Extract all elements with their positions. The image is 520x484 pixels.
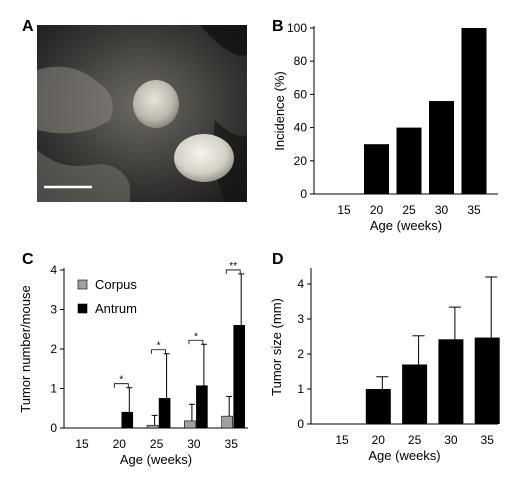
y-tick-label: 1	[50, 382, 57, 396]
bar-35	[461, 28, 487, 194]
x-tick-label: 20	[370, 203, 384, 217]
bar-antrum-25	[158, 398, 171, 429]
x-axis-title: Age (weeks)	[368, 448, 440, 463]
significance-mark: *	[157, 341, 161, 352]
x-tick-label: 35	[467, 203, 481, 217]
x-tick-label: 35	[225, 437, 239, 451]
panel-label-a: A	[22, 18, 34, 35]
legend-label-antrum: Antrum	[95, 301, 137, 316]
y-tick-label: 1	[297, 382, 304, 396]
x-tick-label: 20	[372, 433, 386, 447]
bar-25	[396, 127, 422, 194]
bar-antrum-20	[121, 411, 134, 429]
chart-tumor-size: 0 1 2 3 4 15 20 25 30 35 Age (weeks) Tumor size (mm…	[269, 268, 500, 463]
y-tick-label: 80	[294, 54, 308, 68]
tumor-nodule-1	[133, 80, 179, 128]
bar-20	[365, 389, 391, 424]
bar-20	[364, 144, 389, 194]
bar-antrum-35	[233, 324, 245, 429]
y-tick-label: 0	[50, 421, 57, 435]
significance-mark: **	[229, 261, 237, 272]
tissue-shadow-top	[200, 25, 247, 56]
tumor-photograph	[37, 25, 247, 202]
y-tick-label: 2	[297, 347, 304, 361]
y-tick-label: 100	[287, 21, 307, 35]
bar-corpus-30	[184, 420, 196, 429]
significance-bracket	[113, 383, 129, 388]
legend-label-corpus: Corpus	[95, 277, 137, 292]
significance-bracket	[188, 339, 204, 345]
x-tick-label: 25	[408, 433, 422, 447]
significance-bracket	[151, 349, 166, 354]
x-tick-label: 35	[481, 433, 495, 447]
significance-mark: *	[119, 375, 123, 386]
y-axis-title: Tumor size (mm)	[269, 298, 284, 396]
y-tick-label: 60	[294, 87, 308, 101]
significance-mark: *	[194, 331, 198, 342]
x-axis-title: Age (weeks)	[120, 452, 192, 467]
bar-corpus-25	[146, 424, 159, 429]
bar-30	[429, 101, 454, 194]
legend-swatch-antrum	[77, 303, 88, 314]
x-tick-label: 30	[444, 433, 458, 447]
chart-incidence: 0 20 40 60 80 100 15 20 25 30 35 Age (weeks) Inciden…	[272, 21, 498, 233]
x-tick-label: 25	[150, 437, 164, 451]
bar-antrum-30	[196, 385, 208, 429]
bar-30	[438, 339, 464, 424]
x-tick-label: 15	[337, 203, 351, 217]
y-tick-label: 40	[294, 121, 308, 135]
tissue-fold-bottom	[37, 150, 130, 202]
y-tick-label: 0	[297, 417, 304, 431]
x-tick-label: 30	[435, 203, 449, 217]
tumor-nodule-2	[174, 134, 234, 182]
chart-tumor-number: 0 1 2 3 4 15 20 25 30 35 Age (weeks) Tumor number/m…	[18, 261, 248, 467]
x-tick-label: 15	[335, 433, 349, 447]
x-tick-label: 30	[187, 437, 201, 451]
y-axis-title: Incidence (%)	[272, 71, 287, 150]
bar-35	[474, 337, 500, 424]
y-axis-title: Tumor number/mouse	[18, 285, 33, 412]
legend-swatch-corpus	[77, 279, 88, 290]
y-tick-label: 0	[300, 187, 307, 201]
x-tick-label: 20	[113, 437, 127, 451]
bar-25	[402, 364, 428, 424]
x-tick-label: 15	[75, 437, 89, 451]
significance-bracket	[225, 269, 241, 274]
y-tick-label: 20	[294, 154, 308, 168]
x-tick-label: 25	[402, 203, 416, 217]
y-tick-label: 2	[50, 342, 57, 356]
y-tick-label: 3	[50, 303, 57, 317]
y-tick-label: 4	[50, 263, 57, 277]
y-tick-label: 4	[297, 277, 304, 291]
tissue-fold-left	[37, 66, 113, 134]
panel-label-d: D	[272, 251, 284, 268]
x-axis-title: Age (weeks)	[370, 218, 442, 233]
panel-label-b: B	[272, 18, 284, 35]
bar-corpus-35	[221, 415, 233, 429]
y-tick-label: 3	[297, 312, 304, 326]
panel-label-c: C	[22, 251, 34, 268]
